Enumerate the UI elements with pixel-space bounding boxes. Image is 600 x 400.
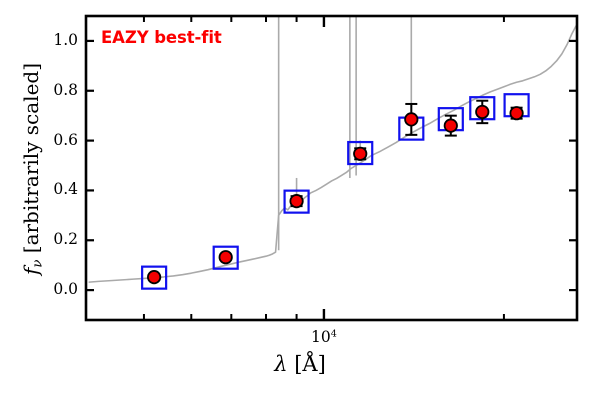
y-tick-label: 0.8 (53, 80, 78, 99)
best-fit-spectrum-line (88, 25, 577, 283)
x-tick-label-major: 104 (311, 328, 337, 346)
photometry-point (147, 270, 162, 285)
tick-group (86, 16, 577, 320)
photometry-point (404, 112, 419, 127)
x-axis-label-lambda: λ (274, 352, 288, 376)
photometry-point (289, 194, 304, 209)
model-flux-box (141, 265, 168, 290)
y-tick-label: 1.0 (53, 30, 78, 49)
photometry-point (443, 118, 458, 133)
y-axis-label-nu: ν (30, 259, 46, 268)
y-axis-label-f: f (18, 267, 43, 276)
x-axis-label-unit: [Å] (294, 352, 326, 376)
photometry-point (475, 104, 490, 120)
y-axis-label: fν [arbitrarily scaled] (15, 19, 49, 319)
photometry-point (353, 146, 368, 161)
model-flux-box (212, 245, 239, 270)
x-axis-label: λ [Å] (0, 352, 600, 376)
y-tick-label: 0.2 (53, 230, 78, 249)
photometry-point (218, 250, 233, 265)
spectrum-group (88, 16, 577, 283)
photometry-point (509, 106, 524, 121)
model-flux-box (283, 189, 310, 214)
model-flux-box (347, 140, 374, 166)
axes-frame (84, 14, 579, 322)
y-tick-label: 0.0 (53, 280, 78, 299)
y-tick-label: 0.4 (53, 180, 78, 199)
best-fit-annotation: EAZY best-fit (101, 28, 222, 47)
y-tick-label: 0.6 (53, 130, 78, 149)
photometry-group (141, 93, 530, 290)
